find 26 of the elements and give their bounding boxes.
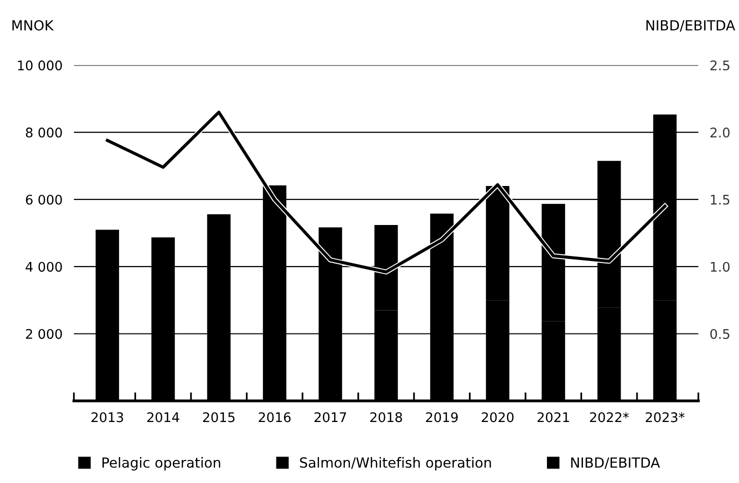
y2-tick-label: 2.5 [710, 60, 730, 70]
legend-label: NIBD/EBITDA [571, 457, 660, 469]
x-tick-label: 2021 [538, 412, 569, 422]
y-tick-label: 8 000 [26, 128, 62, 138]
x-tick-label: 2018 [370, 412, 402, 422]
x-tick-label: 2019 [426, 412, 458, 422]
y-axis-title: MNOK [12, 20, 54, 31]
legend-label: Salmon/Whitefish operation [300, 457, 491, 470]
x-tick-label: 2023* [646, 412, 685, 422]
y2-tick-label: 1.5 [710, 194, 730, 205]
x-tick-label: 2016 [258, 412, 291, 422]
x-tick-label: 2020 [482, 412, 514, 422]
x-tick-label: 2022* [590, 412, 629, 422]
y-tick-label: 4 000 [26, 262, 62, 272]
x-tick-label: 2017 [314, 412, 346, 422]
y-tick-label: 2 000 [26, 328, 62, 339]
y-tick-label: 10 000 [18, 60, 62, 70]
y-tick-label: 6 000 [26, 194, 62, 205]
legend-label: Pelagic operation [102, 457, 220, 470]
x-tick-label: 2014 [147, 412, 180, 422]
x-tick-label: 2015 [203, 412, 234, 422]
y2-tick-label: 1.0 [710, 262, 730, 272]
x-tick-label: 2013 [92, 412, 124, 422]
y2-tick-label: 0.5 [710, 328, 730, 339]
y2-axis-title: NIBD/EBITDA [646, 20, 736, 32]
y2-tick-label: 2.0 [710, 128, 730, 138]
